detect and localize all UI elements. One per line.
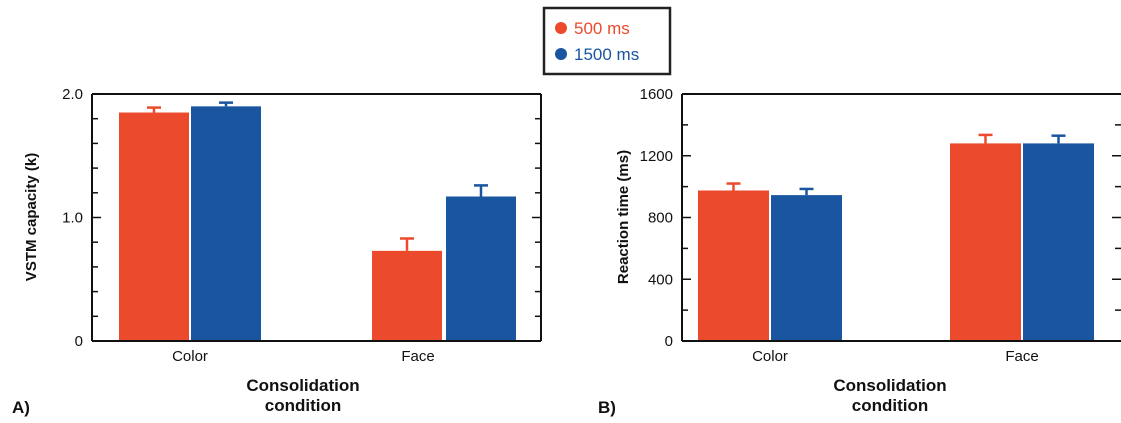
panel-b-ytick-label: 1600 <box>640 86 673 103</box>
legend-frame <box>542 6 672 76</box>
panel-a-bar-face-1500ms <box>446 196 516 341</box>
panel-b-xlabel-line2: condition <box>852 396 928 415</box>
panel-b-marks: 0 400 800 1200 1600 Color Face <box>640 86 1121 365</box>
panel-a-xlabel-line1: Consolidation <box>246 376 359 395</box>
panel-b-chart: 0 400 800 1200 1600 Color Face Reaction time (… <box>598 86 1121 417</box>
panel-b-ytick-label: 0 <box>665 333 673 350</box>
panel-b-xlabel-line1: Consolidation <box>833 376 946 395</box>
panel-b-ytick-label: 400 <box>648 271 673 288</box>
panel-b-xtick-label-face: Face <box>1005 348 1038 365</box>
legend-swatch-500ms <box>555 22 567 34</box>
legend: 500 ms 1500 ms <box>542 6 672 76</box>
legend-label-1500ms: 1500 ms <box>574 45 639 64</box>
panel-b-ylabel: Reaction time (ms) <box>615 150 632 284</box>
panel-b-ytick-label: 1200 <box>640 148 673 165</box>
panel-b-xtick-label-color: Color <box>752 348 788 365</box>
panel-a-marks: 0 1.0 2.0 Color Face <box>62 86 542 365</box>
panel-b-bar-color-500ms <box>698 190 769 341</box>
panel-a-chart: 0 1.0 2.0 Color Face VSTM capacity (k) Conso… <box>12 86 542 417</box>
panel-b-bar-color-1500ms <box>771 195 842 341</box>
legend-swatch-1500ms <box>555 48 567 60</box>
panel-a-xtick-label-face: Face <box>401 348 434 365</box>
panel-b-ytick-label: 800 <box>648 210 673 227</box>
panel-a-letter: A) <box>12 398 30 417</box>
panel-a-ylabel: VSTM capacity (k) <box>23 153 40 281</box>
legend-label-500ms: 500 ms <box>574 19 630 38</box>
panel-a-ytick-label: 2.0 <box>62 86 83 103</box>
panel-a-bar-face-500ms <box>372 250 442 341</box>
panel-b-bar-face-1500ms <box>1023 143 1094 341</box>
panel-a-xlabel-line2: condition <box>265 396 341 415</box>
panel-a-xtick-label-color: Color <box>172 348 208 365</box>
panel-a-ytick-label: 1.0 <box>62 210 83 227</box>
panel-b-letter: B) <box>598 398 616 417</box>
panel-a-ytick-label: 0 <box>75 333 83 350</box>
panel-a-bar-color-500ms <box>119 112 189 342</box>
panel-a-bar-color-1500ms <box>191 106 261 341</box>
panel-b-bar-face-500ms <box>950 143 1021 341</box>
